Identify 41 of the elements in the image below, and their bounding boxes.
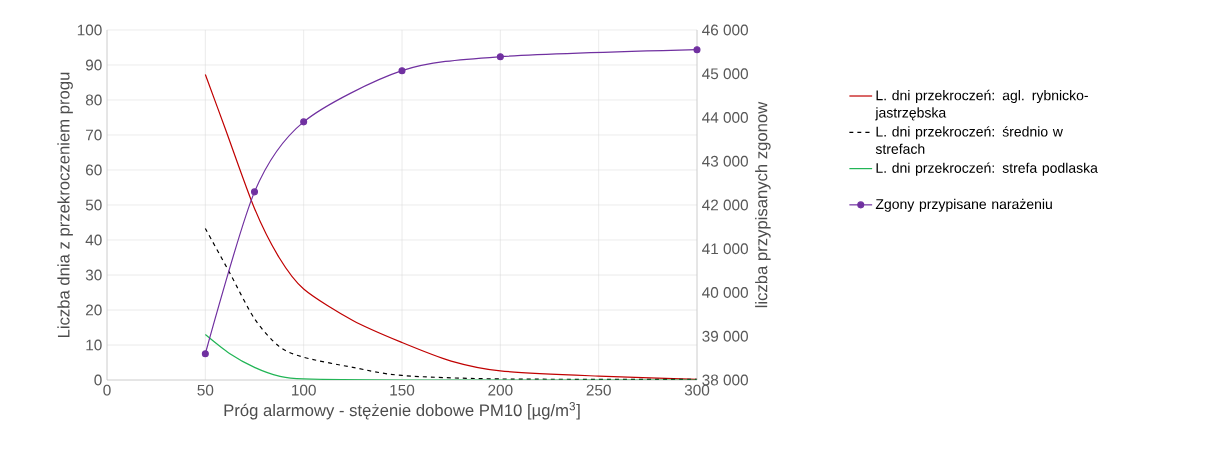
y2-tick-label: 39 000: [702, 330, 748, 342]
y2-tick-label: 45 000: [702, 68, 748, 80]
point: [250, 188, 259, 196]
y2-tick-label: 42 000: [702, 199, 748, 211]
legend-label: L. dni przekroczeń: średnio w strefach: [875, 126, 1063, 154]
x-tick-label: 150: [390, 384, 415, 396]
legend-label: Zgony przypisane narażeniu: [875, 198, 1052, 212]
y2-tick-label: 41 000: [702, 243, 748, 255]
y-tick-label: 50: [85, 199, 102, 211]
y-tick-label: 60: [86, 164, 102, 176]
y-tick-label: 30: [85, 269, 102, 281]
y2-tick-label: 38 000: [702, 374, 748, 386]
legend-label: L. dni przekroczeń: strefa podlaska: [876, 162, 1098, 176]
point: [496, 53, 504, 61]
legend-label: L. dni przekroczeń: agl. rybnicko-jastrzębska: [875, 89, 1088, 121]
y-tick-label: 70: [86, 129, 102, 141]
point: [693, 46, 701, 54]
y-tick-label: 80: [85, 94, 102, 106]
y-tick-label: 20: [86, 304, 102, 316]
y2-tick-label: 40 000: [702, 287, 748, 298]
line-series: [204, 333, 698, 380]
x-tick-label: 50: [197, 384, 214, 396]
y-tick-label: 40: [85, 234, 102, 246]
point: [300, 118, 308, 126]
x-tick-label: 300: [684, 384, 710, 396]
x-tick-label: 100: [292, 384, 316, 396]
y-axis-title: Liczba dnia z przekroczeniem progu: [57, 72, 73, 338]
point: [201, 350, 209, 358]
x-axis-title: Próg alarmowy - stężenie dobowe PM10 [µg/m$^{3}$]: [224, 402, 580, 420]
y2-axis-title: liczba przypisanych zgonow: [755, 101, 771, 308]
y-tick-label: 100: [77, 24, 102, 36]
y-tick-label: 0: [94, 374, 102, 386]
y2-tick-label: 44 000: [702, 112, 748, 123]
x-tick-label: 250: [586, 384, 611, 396]
x-tick-label: 0: [103, 384, 111, 396]
point: [398, 67, 406, 75]
y2-tick-label: 46 000: [702, 24, 748, 36]
x-tick-label: 200: [488, 384, 513, 396]
y-tick-label: 10: [86, 339, 102, 351]
y2-tick-label: 43 000: [702, 155, 748, 167]
y-tick-label: 90: [85, 59, 102, 71]
